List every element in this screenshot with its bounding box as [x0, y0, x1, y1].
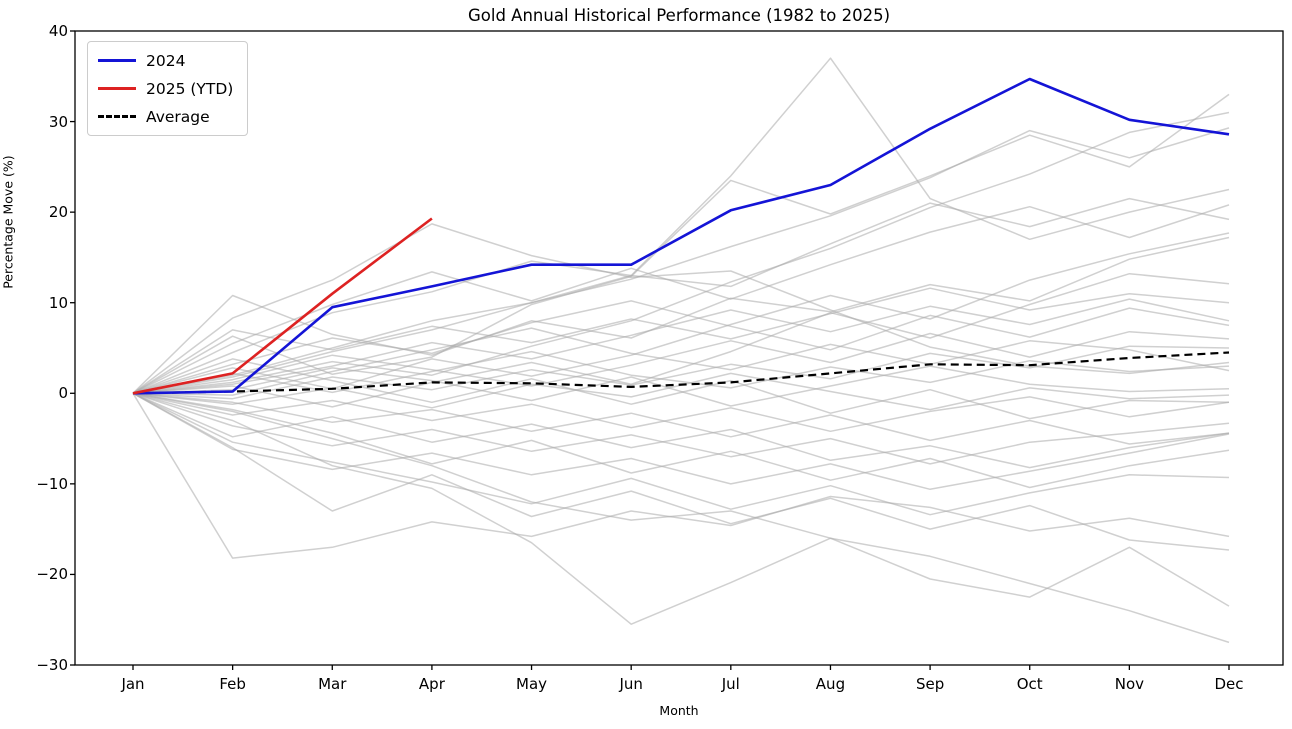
x-tick-label-apr: Apr: [418, 675, 445, 693]
series-line-2025-ytd: [132, 217, 433, 395]
legend-label: 2024: [146, 51, 186, 70]
x-tick-label-oct: Oct: [1016, 675, 1043, 693]
historical-line-hist-22: [132, 392, 1230, 625]
y-tick-label-0: 0: [58, 384, 68, 403]
x-tick-label-jul: Jul: [721, 675, 740, 693]
historical-line-hist-05: [132, 111, 1230, 395]
x-tick-label-may: May: [516, 675, 548, 693]
x-tick-label-nov: Nov: [1114, 675, 1144, 693]
y-tick-label-10: 10: [48, 293, 68, 312]
legend-item-average: Average: [98, 106, 233, 127]
historical-line-hist-02: [132, 223, 1230, 394]
historical-line-hist-10: [132, 300, 1230, 395]
legend-label: 2025 (YTD): [146, 79, 234, 98]
axes-spines: [74, 30, 1284, 666]
historical-line-hist-25: [132, 392, 1230, 551]
x-tick-label-jan: Jan: [121, 675, 145, 693]
y-tick-label-40: 40: [48, 22, 68, 40]
legend-line-swatch: [98, 87, 136, 90]
legend-line-swatch: [98, 115, 136, 118]
legend: 2024 2025 (YTD) Average: [87, 41, 249, 136]
historical-line-hist-23: [132, 392, 1230, 644]
legend-item-2024: 2024: [98, 50, 233, 71]
x-tick-label-jun: Jun: [619, 675, 643, 693]
x-tick-label-dec: Dec: [1214, 675, 1244, 693]
x-tick-label-aug: Aug: [815, 675, 846, 693]
historical-line-hist-30: [132, 392, 1230, 445]
historical-line-hist-03: [132, 236, 1230, 394]
historical-line-hist-20: [132, 392, 1230, 489]
x-tick-label-mar: Mar: [318, 675, 347, 693]
chart-title: Gold Annual Historical Performance (1982…: [467, 6, 891, 25]
historical-line-hist-16: [132, 392, 1230, 433]
historical-line-hist-06: [132, 197, 1230, 394]
historical-line-hist-11: [132, 330, 1230, 395]
historical-line-hist-28: [132, 327, 1230, 396]
y-tick-label--20: −20: [36, 565, 68, 584]
historical-line-hist-07: [132, 232, 1230, 395]
historical-line-hist-18: [132, 392, 1230, 469]
x-tick-label-feb: Feb: [219, 675, 246, 693]
y-tick-label-30: 30: [48, 112, 68, 131]
historical-line-hist-27: [132, 298, 1230, 395]
historical-line-hist-09: [132, 204, 1230, 394]
y-tick-label--30: −30: [36, 656, 68, 674]
legend-line-swatch: [98, 59, 136, 62]
y-tick-label--10: −10: [36, 474, 68, 493]
historical-line-hist-24: [132, 392, 1230, 559]
historical-line-hist-26: [132, 287, 1230, 394]
historical-line-hist-17: [132, 392, 1230, 465]
historical-line-hist-31: [132, 127, 1230, 395]
historical-line-hist-01: [132, 57, 1230, 395]
legend-label: Average: [146, 107, 210, 126]
historical-line-hist-29: [132, 358, 1230, 420]
y-tick-label-20: 20: [48, 203, 68, 222]
historical-line-hist-04: [132, 93, 1230, 394]
x-tick-label-sep: Sep: [915, 675, 945, 693]
legend-item-2025-ytd: 2025 (YTD): [98, 78, 233, 99]
x-axis-label: Month: [659, 703, 699, 718]
series-line-2024: [132, 77, 1230, 395]
series-line-average: [132, 351, 1230, 395]
historical-line-hist-19: [132, 392, 1230, 491]
historical-line-hist-14: [132, 365, 1230, 407]
